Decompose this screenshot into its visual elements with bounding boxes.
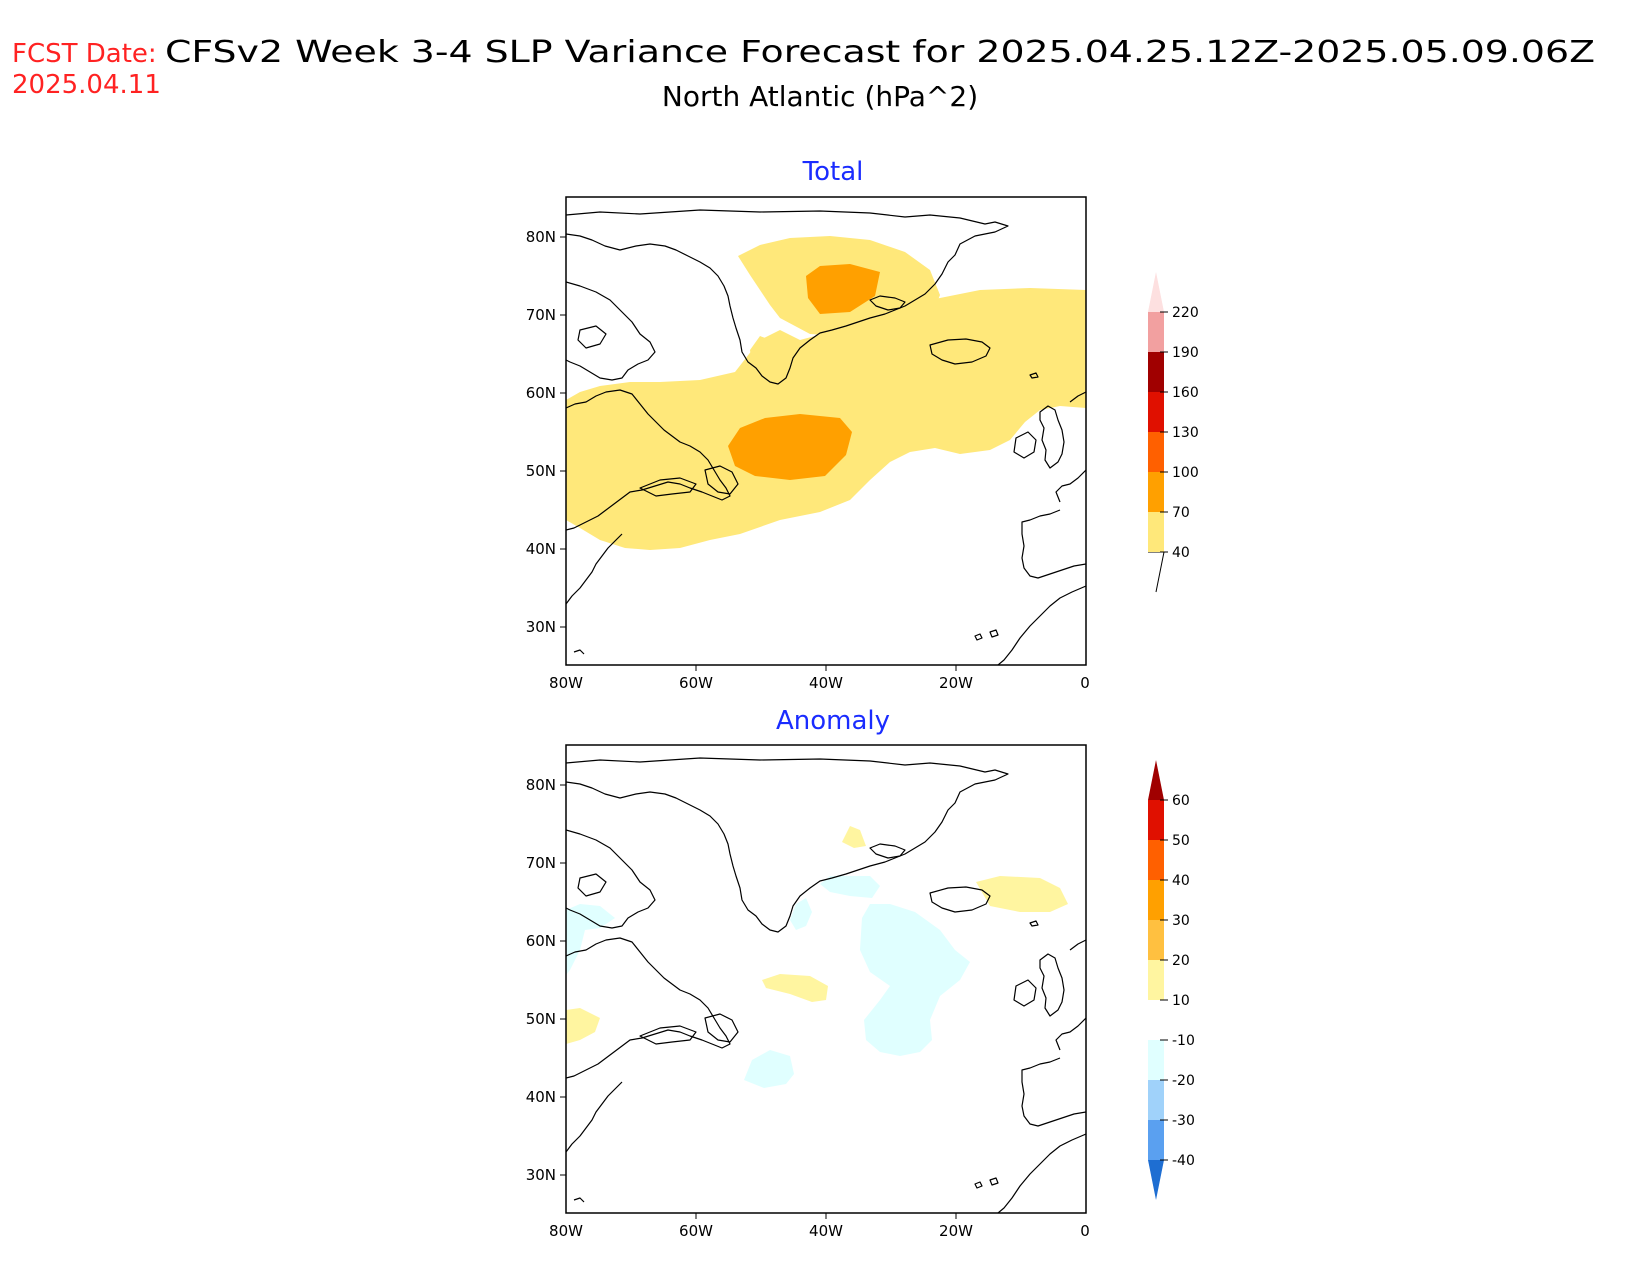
colorbar-anomaly-label: -40 xyxy=(1172,1153,1195,1169)
colorbar-anomaly-swatch xyxy=(1148,1080,1164,1120)
anom-pos-region-c xyxy=(842,826,866,848)
panel-title-total: Total xyxy=(802,157,864,187)
lat-label: 40N xyxy=(526,540,556,558)
colorbar-total-label: 160 xyxy=(1172,385,1199,401)
lon-label: 80W xyxy=(549,674,583,692)
fcst-date-label: FCST Date: xyxy=(12,39,157,69)
colorbar-total-swatch xyxy=(1148,352,1164,392)
colorbar-anomaly-swatch xyxy=(1148,800,1164,840)
lon-label: 20W xyxy=(939,674,973,692)
lon-label: 20W xyxy=(939,1222,973,1240)
colorbar-anomaly-swatch xyxy=(1148,1040,1164,1080)
fcst-date-value: 2025.04.11 xyxy=(12,70,161,100)
map-anomaly xyxy=(565,744,1087,1214)
lat-label: 50N xyxy=(526,1010,556,1028)
panel-title-anomaly: Anomaly xyxy=(776,706,890,736)
lon-label: 0 xyxy=(1080,674,1090,692)
colorbar-anomaly-swatch xyxy=(1148,920,1164,960)
colorbar-total-label: 100 xyxy=(1172,465,1199,481)
colorbar-anomaly: 60 50 40 30 20 10 -10 -20 -30 -40 xyxy=(1148,760,1195,1200)
lon-label: 80W xyxy=(549,1222,583,1240)
anom-neg-region-d xyxy=(744,1050,794,1088)
colorbar-anomaly-swatch xyxy=(1148,1000,1164,1040)
anom-neg-region-e xyxy=(566,904,615,975)
anom-pos-region-a xyxy=(976,876,1068,912)
colorbar-anomaly-label: 40 xyxy=(1172,873,1190,889)
colorbar-total-label: 40 xyxy=(1172,545,1190,561)
lon-label: 60W xyxy=(679,1222,713,1240)
colorbar-total: 40 70 100 130 160 190 220 xyxy=(1148,272,1199,593)
colorbar-total-under xyxy=(1148,551,1165,593)
axis-ticks-anomaly: 80N 70N 60N 50N 40N 30N 80W 60W 40W 20W … xyxy=(526,776,1090,1240)
colorbar-total-label: 220 xyxy=(1172,305,1199,321)
anom-pos-region-d xyxy=(566,1008,600,1044)
colorbar-total-label: 190 xyxy=(1172,345,1199,361)
lat-label: 80N xyxy=(526,228,556,246)
lon-label: 60W xyxy=(679,674,713,692)
colorbar-anomaly-label: -20 xyxy=(1172,1073,1195,1089)
colorbar-total-swatch xyxy=(1148,472,1164,512)
colorbar-anomaly-label: 50 xyxy=(1172,833,1190,849)
colorbar-total-swatch xyxy=(1148,392,1164,432)
colorbar-total-swatch xyxy=(1148,312,1164,352)
axis-ticks-total: 80N 70N 60N 50N 40N 30N 80W 60W 40W 20W … xyxy=(526,228,1090,692)
anom-pos-region-b xyxy=(762,974,828,1002)
colorbar-total-label: 70 xyxy=(1172,505,1190,521)
total-region-small xyxy=(750,336,775,375)
lat-label: 70N xyxy=(526,854,556,872)
colorbar-anomaly-label: 30 xyxy=(1172,913,1190,929)
lon-label: 0 xyxy=(1080,1222,1090,1240)
colorbar-total-label: 130 xyxy=(1172,425,1199,441)
lat-label: 40N xyxy=(526,1088,556,1106)
colorbar-anomaly-swatch xyxy=(1148,840,1164,880)
lon-label: 40W xyxy=(809,1222,843,1240)
colorbar-anomaly-over xyxy=(1148,760,1164,800)
lat-label: 30N xyxy=(526,618,556,636)
anom-neg-region-b xyxy=(820,876,880,898)
colorbar-anomaly-label: -30 xyxy=(1172,1113,1195,1129)
colorbar-anomaly-swatch xyxy=(1148,1120,1164,1160)
lat-label: 60N xyxy=(526,384,556,402)
lat-label: 70N xyxy=(526,306,556,324)
total-region-70-100-a xyxy=(728,414,852,480)
colorbar-anomaly-label: 20 xyxy=(1172,953,1190,969)
lon-label: 40W xyxy=(809,674,843,692)
lat-label: 60N xyxy=(526,932,556,950)
colorbar-anomaly-label: -10 xyxy=(1172,1033,1195,1049)
colorbar-total-swatch xyxy=(1148,512,1164,552)
colorbar-anomaly-label: 10 xyxy=(1172,993,1190,1009)
anom-neg-region-a xyxy=(860,904,970,1056)
lat-label: 30N xyxy=(526,1166,556,1184)
colorbar-total-swatch xyxy=(1148,432,1164,472)
total-region-70-100-b xyxy=(806,264,880,314)
colorbar-anomaly-label: 60 xyxy=(1172,793,1190,809)
figure-subtitle: North Atlantic (hPa^2) xyxy=(662,80,978,113)
colorbar-anomaly-under xyxy=(1148,1160,1164,1200)
colorbar-anomaly-swatch xyxy=(1148,960,1164,1000)
anom-neg-region-c xyxy=(790,898,812,930)
figure-title: CFSv2 Week 3-4 SLP Variance Forecast for… xyxy=(165,35,1595,70)
colorbar-anomaly-swatch xyxy=(1148,880,1164,920)
map-total xyxy=(565,196,1087,666)
colorbar-total-over xyxy=(1148,272,1164,312)
lat-label: 80N xyxy=(526,776,556,794)
lat-label: 50N xyxy=(526,462,556,480)
